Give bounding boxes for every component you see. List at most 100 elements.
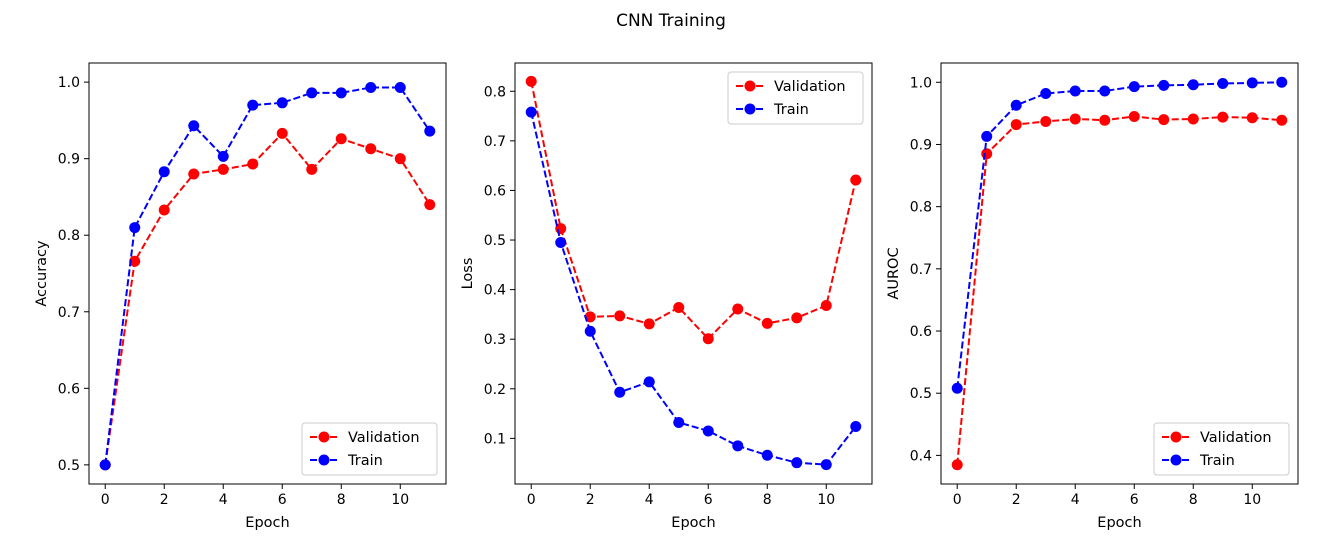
data-point-validation <box>850 174 862 186</box>
x-tick-label: 2 <box>160 492 169 508</box>
x-tick-label: 4 <box>1071 492 1080 508</box>
legend: Validation Train <box>727 71 864 125</box>
x-tick-label: 10 <box>391 492 409 508</box>
y-axis-label: Accuracy <box>34 240 50 307</box>
figure-title: CNN Training <box>616 11 726 31</box>
data-point-validation <box>1246 112 1258 124</box>
series-validation <box>99 127 436 471</box>
legend-label-train: Train <box>347 453 383 469</box>
series-line-validation <box>956 115 1282 465</box>
data-point-validation <box>981 148 993 160</box>
data-point-train <box>732 440 744 452</box>
x-tick-label: 0 <box>527 492 536 508</box>
data-point-train <box>188 120 200 132</box>
legend-marker-validation <box>1170 431 1182 443</box>
data-point-validation <box>584 311 596 323</box>
x-tick-label: 10 <box>1243 492 1261 508</box>
legend-label-train: Train <box>1199 453 1235 469</box>
series-train <box>525 106 862 471</box>
legend: Validation Train <box>301 422 438 476</box>
series-validation <box>951 110 1288 471</box>
legend: Validation Train <box>1153 422 1290 476</box>
data-point-train <box>1246 77 1258 89</box>
data-point-validation <box>1010 119 1022 131</box>
series-train <box>99 81 436 471</box>
y-axis-label: AUROC <box>886 247 902 299</box>
data-point-train <box>424 125 436 137</box>
plot-frame <box>940 62 1299 485</box>
legend-label-validation: Validation <box>774 79 846 95</box>
data-point-validation <box>129 255 141 267</box>
y-tick-label: 0.5 <box>910 386 932 402</box>
data-point-train <box>673 417 685 429</box>
data-point-train <box>129 222 141 234</box>
data-point-validation <box>158 204 170 216</box>
y-tick-label: 0.7 <box>910 262 932 278</box>
data-point-train <box>584 325 596 337</box>
data-point-validation <box>732 303 744 315</box>
data-point-train <box>643 376 655 388</box>
data-point-train <box>850 420 862 432</box>
x-tick-label: 8 <box>337 492 346 508</box>
legend-marker-train <box>318 454 330 466</box>
series-line-train <box>104 86 431 465</box>
series-train <box>951 76 1288 394</box>
y-tick-label: 0.9 <box>910 137 932 153</box>
data-point-validation <box>525 75 537 87</box>
data-point-train <box>217 150 229 162</box>
data-point-validation <box>306 163 318 175</box>
plot-frame <box>514 62 873 485</box>
y-tick-label: 0.9 <box>58 152 80 168</box>
data-point-validation <box>820 299 832 311</box>
legend-label-validation: Validation <box>348 430 420 446</box>
data-point-validation <box>614 310 626 322</box>
y-tick-label: 0.4 <box>484 283 506 299</box>
data-point-validation <box>1128 110 1140 122</box>
series-line-validation <box>104 131 431 466</box>
data-point-train <box>1099 85 1111 97</box>
data-point-train <box>614 386 626 398</box>
data-point-train <box>702 425 714 437</box>
y-tick-label: 0.6 <box>910 324 932 340</box>
data-point-validation <box>702 333 714 345</box>
x-tick-label: 4 <box>219 492 228 508</box>
legend-marker-validation <box>318 431 330 443</box>
y-tick-label: 0.2 <box>484 382 506 398</box>
data-point-train <box>525 106 537 118</box>
data-point-train <box>1128 81 1140 93</box>
data-point-validation <box>1187 113 1199 125</box>
data-point-train <box>1010 99 1022 111</box>
data-point-validation <box>1099 114 1111 126</box>
x-tick-label: 6 <box>704 492 713 508</box>
data-point-train <box>99 459 111 471</box>
x-axis-label: Epoch <box>1097 515 1141 531</box>
x-tick-label: 8 <box>1189 492 1198 508</box>
y-tick-label: 0.4 <box>910 448 932 464</box>
x-tick-label: 2 <box>1012 492 1021 508</box>
data-point-train <box>555 237 567 249</box>
data-point-validation <box>673 301 685 313</box>
y-axis-label: Loss <box>460 258 476 290</box>
x-tick-label: 0 <box>953 492 962 508</box>
y-tick-label: 0.1 <box>484 431 506 447</box>
data-point-train <box>1040 87 1052 99</box>
data-point-validation <box>1040 115 1052 127</box>
data-point-validation <box>394 153 406 165</box>
x-tick-label: 10 <box>817 492 835 508</box>
chart-panel-auroc: 0 2 4 6 8 10 0.4 0.5 0.6 0.7 0.8 0.9 1.0 Epoch AUROC Va… <box>886 62 1299 531</box>
data-point-validation <box>365 143 377 155</box>
data-point-validation <box>1217 111 1229 123</box>
legend-marker-train <box>1170 454 1182 466</box>
y-tick-label: 0.8 <box>484 84 506 100</box>
series-validation <box>525 75 862 345</box>
legend-marker-train <box>744 103 756 115</box>
data-point-train <box>761 449 773 461</box>
data-point-train <box>1158 79 1170 91</box>
legend-marker-validation <box>744 80 756 92</box>
data-point-train <box>1217 78 1229 90</box>
data-point-train <box>1276 76 1288 88</box>
data-point-validation <box>951 459 963 471</box>
y-tick-label: 0.3 <box>484 332 506 348</box>
data-point-train <box>791 457 803 469</box>
